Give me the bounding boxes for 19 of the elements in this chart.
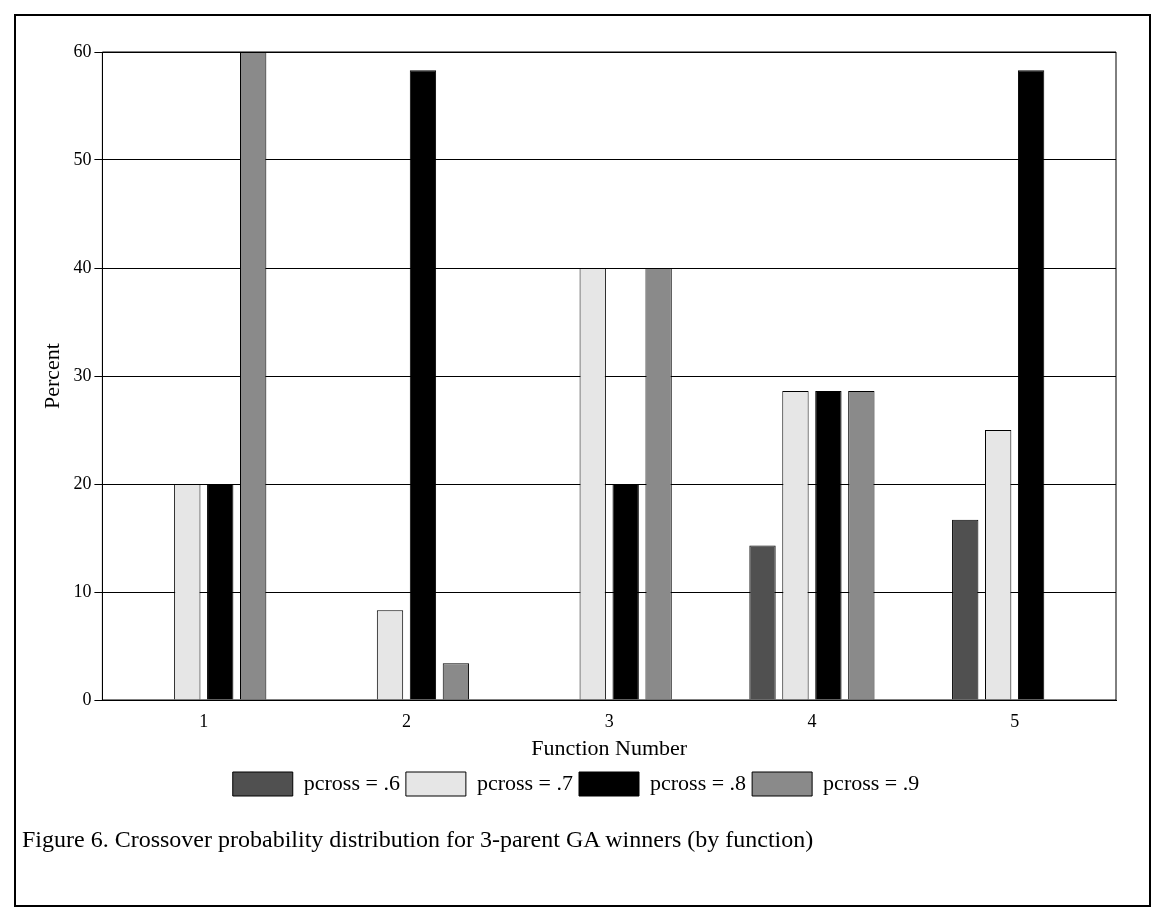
caption: Figure 6. Crossover probability distribution for 3-parent GA winners (by function) bbox=[22, 826, 814, 853]
x-tick-label: 4 bbox=[807, 710, 817, 731]
x-axis-title: Function Number bbox=[531, 734, 688, 760]
y-tick-label: 40 bbox=[73, 256, 92, 277]
legend-label: pcross = .6 bbox=[303, 769, 400, 795]
y-tick-label: 10 bbox=[73, 580, 92, 601]
x-tick-label: 2 bbox=[401, 710, 411, 731]
legend-label: pcross = .8 bbox=[650, 769, 747, 795]
y-tick-label: 50 bbox=[73, 148, 92, 169]
y-tick-label: 20 bbox=[73, 472, 92, 493]
y-axis-title: Percent bbox=[38, 343, 64, 409]
legend-label: pcross = .7 bbox=[476, 769, 573, 795]
y-tick-label: 30 bbox=[73, 364, 92, 385]
legend-label: pcross = .9 bbox=[823, 769, 920, 795]
y-tick-label: 0 bbox=[82, 688, 92, 709]
y-tick-label: 60 bbox=[73, 40, 92, 61]
x-tick-label: 5 bbox=[1010, 710, 1020, 731]
x-tick-label: 3 bbox=[604, 710, 614, 731]
x-tick-label: 1 bbox=[199, 710, 209, 731]
